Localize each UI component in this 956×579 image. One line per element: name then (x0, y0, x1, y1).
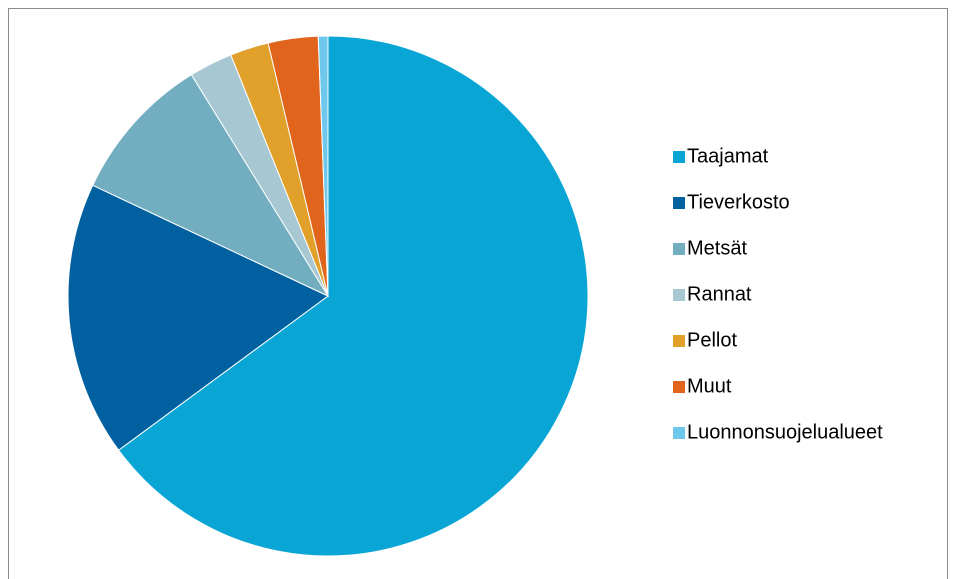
legend-label: Tieverkosto (687, 191, 790, 213)
legend-swatch (673, 197, 685, 209)
legend-swatch (673, 289, 685, 301)
legend-swatch (673, 151, 685, 163)
legend-swatch (673, 335, 685, 347)
pie-slice (317, 35, 329, 297)
pie-slice (92, 74, 330, 298)
legend-label: Pellot (687, 329, 737, 351)
legend-label: Muut (687, 375, 732, 397)
legend-label: Luonnonsuojelualueet (687, 421, 883, 443)
legend-swatch (673, 427, 685, 439)
legend-label: Taajamat (687, 145, 769, 167)
legend-swatch (673, 243, 685, 255)
legend-swatch (673, 381, 685, 393)
chart-frame (8, 8, 948, 579)
pie-slice (117, 35, 589, 557)
legend-label: Rannat (687, 283, 752, 305)
legend-label: Metsät (687, 237, 747, 259)
pie-slice (67, 184, 329, 451)
